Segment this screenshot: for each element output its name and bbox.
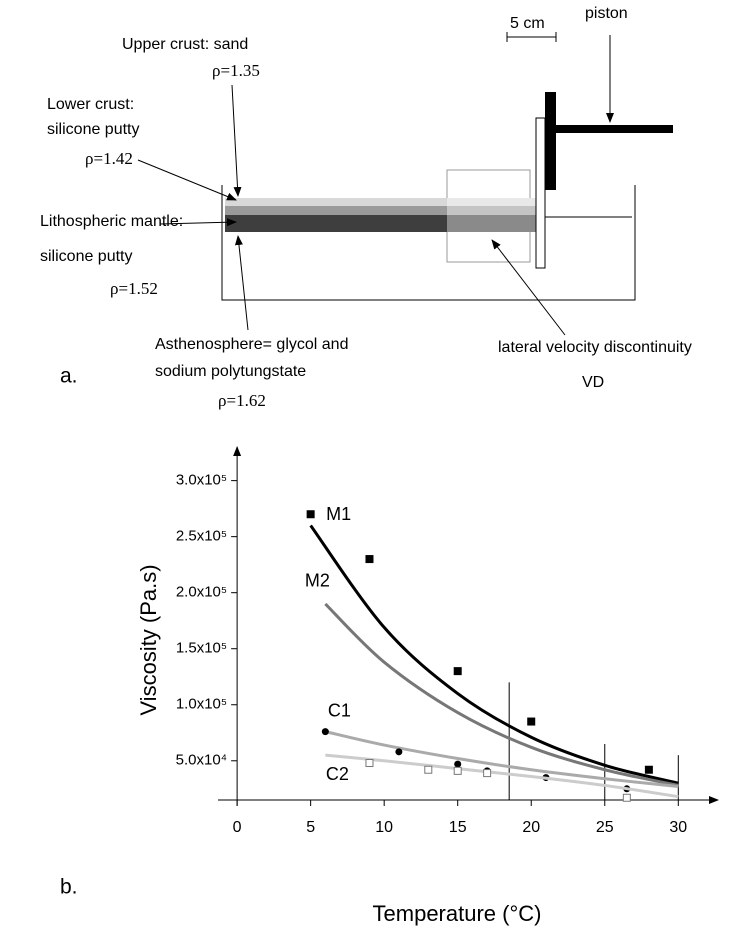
y-tick-label: 2.0x10⁵: [176, 584, 227, 601]
x-tick-label: 25: [596, 819, 614, 836]
point: [453, 667, 462, 676]
fit-curve: [325, 730, 679, 789]
point: [395, 748, 403, 756]
panel-label: b.: [60, 876, 78, 899]
series-label: C2: [326, 764, 349, 784]
upper-crust-layer-right: [447, 198, 536, 206]
arrow: [159, 218, 237, 227]
arrow: [491, 239, 566, 336]
x-tick-label: 30: [669, 819, 687, 836]
point: [365, 555, 374, 564]
x-tick-label: 5: [306, 819, 315, 836]
piston-head: [545, 92, 556, 190]
point: [424, 765, 433, 774]
y-tick-label: 5.0x10⁴: [176, 752, 227, 769]
label: Lithospheric mantle:: [40, 213, 183, 230]
panel-label: a.: [60, 365, 78, 388]
y-tick-label: 1.5x10⁵: [176, 640, 227, 657]
arrow: [234, 235, 249, 331]
point: [454, 760, 462, 768]
lower-crust-layer-right: [447, 206, 536, 215]
x-tick-label: 20: [522, 819, 540, 836]
label: lateral velocity discontinuity: [498, 339, 692, 356]
label: ρ=1.52: [110, 279, 158, 298]
arrow: [137, 159, 237, 201]
y-tick-label: 1.0x10⁵: [176, 696, 227, 713]
point: [321, 728, 329, 736]
fit-curve: [309, 524, 679, 785]
chart: b. Temperature (°C) Viscosity (Pa.s) 0 5 1…: [60, 446, 719, 926]
upper-crust-layer: [225, 198, 447, 206]
label: 5 cm: [510, 15, 545, 32]
x-axis-title: Temperature (°C): [373, 901, 542, 926]
label: silicone putty: [47, 121, 140, 138]
label: ρ=1.42: [85, 149, 133, 168]
arrow: [231, 84, 242, 197]
label: Asthenosphere= glycol and: [155, 336, 348, 353]
mantle-layer-right: [447, 215, 536, 232]
point: [483, 769, 492, 778]
x-tick-label: 15: [449, 819, 467, 836]
x-tick-label: 0: [233, 819, 242, 836]
series-label: C1: [328, 700, 351, 720]
label: ρ=1.35: [212, 61, 260, 80]
piston-rod: [556, 125, 673, 133]
point: [644, 765, 653, 774]
y-tick-label: 3.0x10⁵: [176, 472, 227, 489]
point: [622, 793, 631, 802]
label: sodium polytungstate: [155, 363, 306, 380]
label: VD: [582, 374, 604, 391]
y-axis-title: Viscosity (Pa.s): [136, 564, 161, 715]
lower-crust-layer: [225, 206, 447, 215]
x-tick-label: 10: [375, 819, 393, 836]
series-label: M1: [326, 504, 351, 524]
label: Upper crust: sand: [122, 36, 248, 53]
tank: [221, 185, 636, 301]
point: [453, 766, 462, 775]
point: [306, 510, 315, 519]
label: silicone putty: [40, 248, 133, 265]
series-label: M2: [305, 571, 330, 591]
piston-plate: [535, 117, 546, 269]
label: Lower crust:: [47, 96, 134, 113]
fit-curve: [325, 753, 679, 799]
point: [365, 759, 374, 768]
label: ρ=1.62: [218, 391, 266, 410]
apparatus: [137, 32, 673, 336]
mantle-layer: [225, 215, 447, 232]
scale-bar: [506, 32, 557, 42]
point: [527, 717, 536, 726]
y-tick-label: 2.5x10⁵: [176, 528, 227, 545]
label: piston: [585, 5, 628, 22]
fit-curve: [324, 602, 679, 787]
